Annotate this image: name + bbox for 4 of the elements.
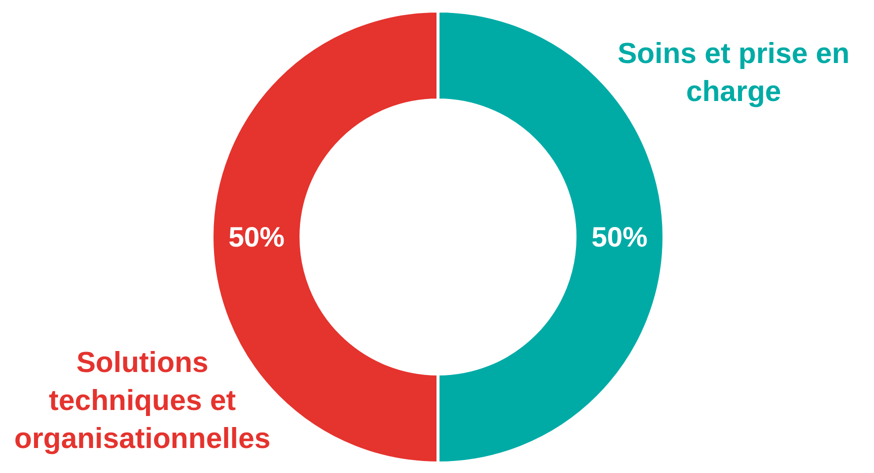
- slice-label: Soins et prise en charge: [618, 38, 850, 108]
- data-label: 50%: [591, 222, 648, 252]
- slice-label: Solutions techniques et organisationnelles: [14, 346, 270, 455]
- data-label: 50%: [228, 222, 285, 252]
